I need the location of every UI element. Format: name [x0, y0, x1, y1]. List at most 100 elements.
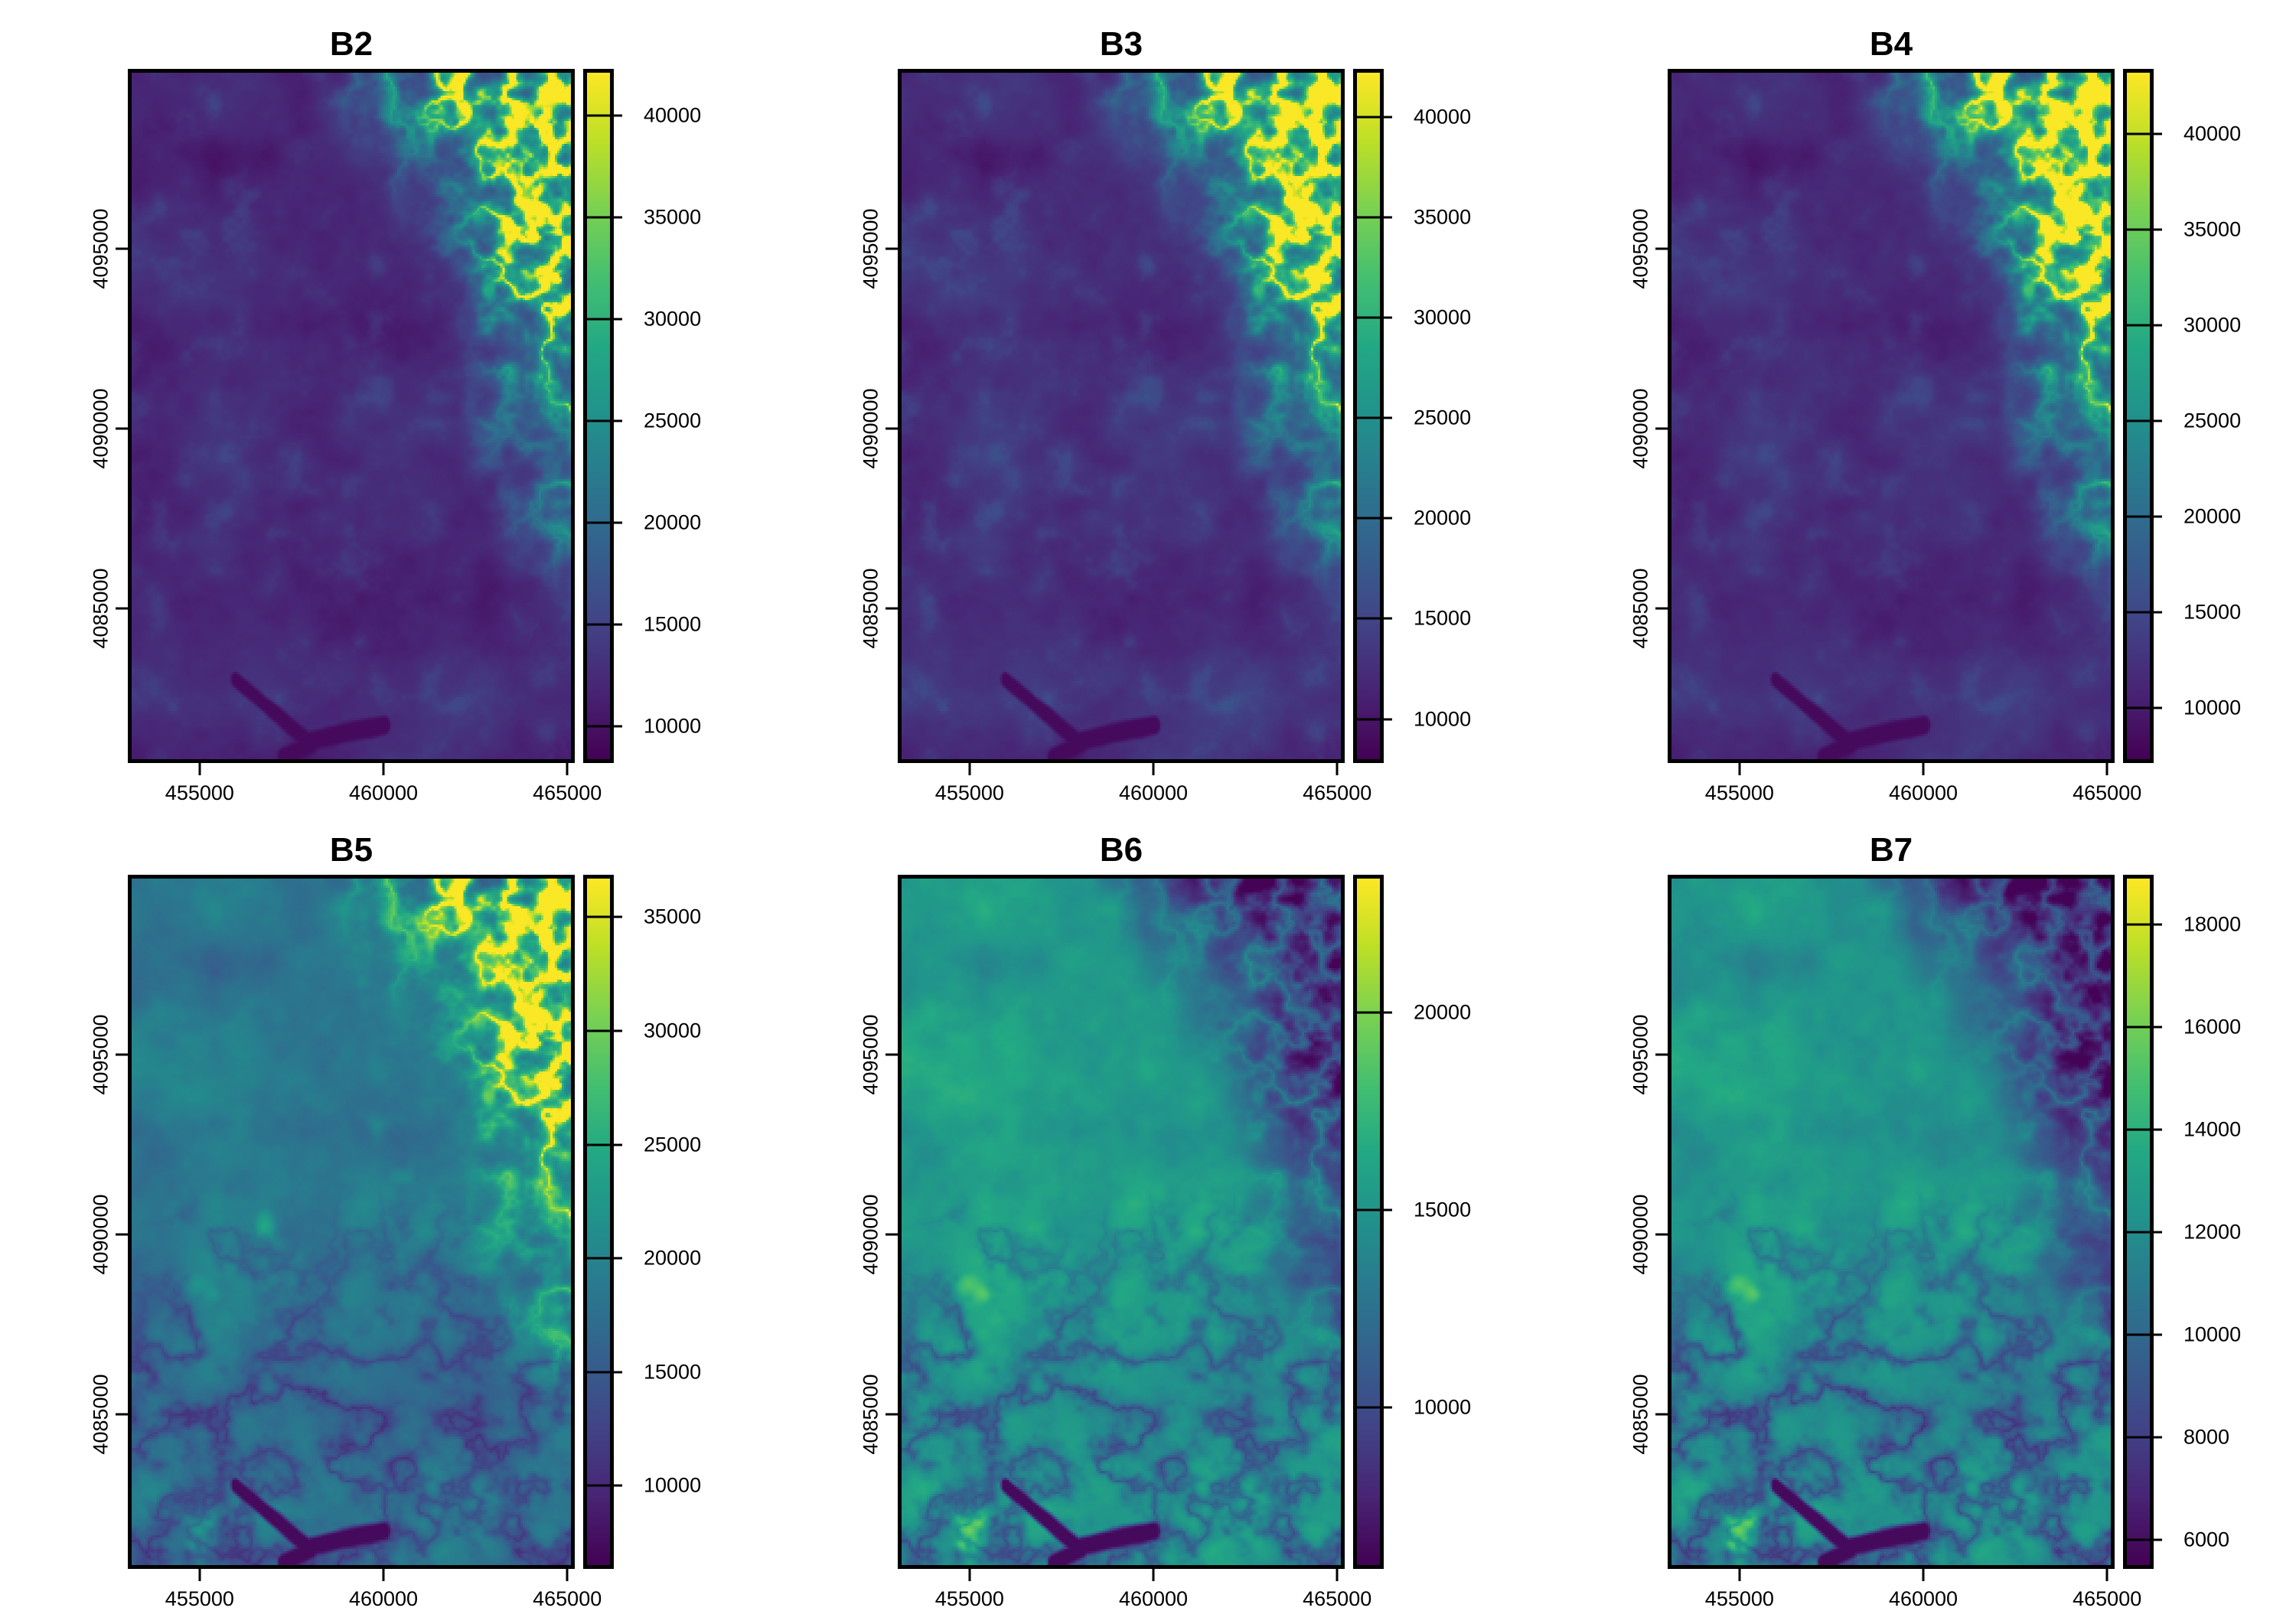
colorbar-tick-label: 6000: [2183, 1528, 2230, 1551]
y-axis-tick: [116, 1233, 128, 1236]
x-axis-tick: [1738, 763, 1741, 775]
y-axis-tick-label: 4090000: [1629, 1194, 1652, 1275]
colorbar-tick-label: 25000: [2183, 409, 2242, 432]
colorbar-tick: [2125, 132, 2162, 135]
map-plot-frame: [1668, 69, 2115, 763]
raster-canvas: [132, 879, 571, 1565]
colorbar-tick-label: 15000: [644, 1360, 702, 1384]
colorbar-tick: [585, 114, 622, 117]
y-axis-tick-label: 4085000: [89, 568, 113, 649]
colorbar-tick-label: 10000: [2183, 696, 2242, 719]
x-axis-tick: [198, 763, 201, 775]
colorbar-tick: [1355, 1011, 1392, 1014]
raster-canvas: [902, 879, 1341, 1565]
y-axis-tick: [1655, 1053, 1668, 1056]
map-plot-frame: [128, 69, 575, 763]
colorbar-tick-label: 20000: [2183, 504, 2242, 528]
colorbar-tick: [1355, 517, 1392, 520]
panel-title: B6: [1099, 831, 1143, 869]
y-axis-tick: [116, 427, 128, 430]
colorbar-tick-label: 30000: [644, 1019, 702, 1042]
x-axis-tick: [1738, 1569, 1741, 1581]
colorbar-gradient: [587, 879, 610, 1565]
y-axis-tick-label: 4085000: [1629, 1374, 1652, 1455]
panel-title: B2: [329, 25, 373, 63]
colorbar-tick-label: 10000: [644, 714, 702, 738]
colorbar: [1353, 69, 1384, 763]
raster-canvas: [132, 73, 571, 759]
colorbar-tick-label: 30000: [1414, 305, 1472, 329]
x-axis-tick-label: 460000: [348, 1587, 419, 1610]
colorbar: [583, 875, 614, 1569]
y-axis-tick-label: 4095000: [859, 1014, 882, 1095]
x-axis-tick-label: 465000: [533, 1587, 602, 1610]
panel-title: B7: [1869, 831, 1913, 869]
y-axis-tick: [885, 1053, 898, 1056]
colorbar-tick: [1355, 116, 1392, 119]
y-axis-tick-label: 4095000: [1629, 208, 1652, 289]
colorbar-tick-label: 20000: [644, 1246, 702, 1270]
y-axis-tick: [116, 1413, 128, 1416]
colorbar-tick-label: 10000: [644, 1473, 702, 1497]
map-plot-frame: [898, 875, 1345, 1569]
colorbar-gradient: [1357, 73, 1380, 759]
colorbar-tick: [1355, 416, 1392, 419]
y-axis-tick: [885, 607, 898, 610]
x-axis-tick-label: 465000: [533, 781, 602, 804]
colorbar-tick: [2125, 1538, 2162, 1541]
y-axis-tick-label: 4095000: [89, 1014, 113, 1095]
raster-canvas: [1671, 879, 2111, 1565]
colorbar-tick-label: 12000: [2183, 1220, 2242, 1244]
y-axis-tick-label: 4090000: [859, 1194, 882, 1275]
y-axis-tick-label: 4090000: [1629, 388, 1652, 469]
colorbar-tick-label: 8000: [2183, 1425, 2230, 1449]
colorbar-tick: [585, 318, 622, 321]
x-axis-tick: [1922, 763, 1925, 775]
colorbar-tick-label: 40000: [1414, 105, 1472, 129]
y-axis-tick: [885, 1413, 898, 1416]
y-axis-tick: [885, 247, 898, 250]
x-axis-tick-label: 460000: [1118, 781, 1189, 804]
panel-title: B4: [1869, 25, 1913, 63]
colorbar: [583, 69, 614, 763]
y-axis-tick: [116, 247, 128, 250]
raster-canvas: [902, 73, 1341, 759]
x-axis-tick-label: 455000: [165, 1587, 234, 1610]
colorbar-tick: [585, 915, 622, 918]
colorbar-tick: [2125, 611, 2162, 614]
y-axis-tick-label: 4085000: [859, 568, 882, 649]
colorbar-tick-label: 10000: [1414, 1395, 1472, 1419]
colorbar-tick-label: 40000: [644, 103, 702, 127]
x-axis-tick: [1152, 763, 1155, 775]
colorbar-tick: [585, 623, 622, 626]
x-axis-tick-label: 465000: [2073, 781, 2142, 804]
y-axis-tick: [1655, 427, 1668, 430]
y-axis-tick-label: 4085000: [89, 1374, 113, 1455]
colorbar-tick: [2125, 419, 2162, 422]
colorbar-tick: [2125, 228, 2162, 231]
x-axis-tick: [382, 763, 385, 775]
y-axis-tick-label: 4090000: [89, 388, 113, 469]
colorbar-tick: [1355, 617, 1392, 620]
colorbar-tick: [2125, 706, 2162, 709]
y-axis-tick-label: 4095000: [89, 208, 113, 289]
colorbar-tick-label: 20000: [644, 510, 702, 534]
colorbar-tick: [585, 521, 622, 524]
colorbar-tick: [585, 725, 622, 728]
colorbar-tick: [1355, 316, 1392, 319]
colorbar-tick: [585, 1484, 622, 1487]
x-axis-tick-label: 460000: [1118, 1587, 1189, 1610]
y-axis-tick: [1655, 247, 1668, 250]
colorbar-tick: [2125, 515, 2162, 518]
colorbar-tick-label: 35000: [644, 905, 702, 928]
colorbar-tick: [585, 1257, 622, 1260]
colorbar-tick: [1355, 718, 1392, 721]
colorbar-tick: [2125, 324, 2162, 327]
x-axis-tick-label: 465000: [1303, 781, 1372, 804]
x-axis-tick: [382, 1569, 385, 1581]
y-axis-tick: [885, 427, 898, 430]
x-axis-tick: [1336, 763, 1339, 775]
colorbar-tick-label: 18000: [2183, 912, 2242, 936]
x-axis-tick: [968, 763, 971, 775]
colorbar-tick: [2125, 1231, 2162, 1234]
